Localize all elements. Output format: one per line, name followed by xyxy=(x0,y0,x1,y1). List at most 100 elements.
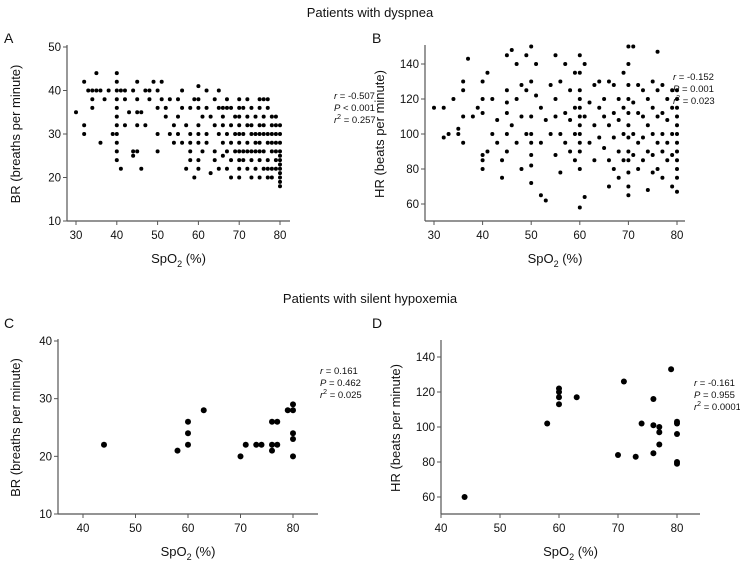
data-point xyxy=(245,149,250,154)
y-tick-label: 30 xyxy=(39,394,52,406)
data-point xyxy=(500,158,505,163)
data-point xyxy=(94,71,99,76)
data-point xyxy=(616,97,621,101)
stat-line: P < 0.001 xyxy=(334,103,375,114)
data-point xyxy=(90,97,95,102)
data-point xyxy=(660,132,665,136)
data-point xyxy=(278,158,282,163)
data-point xyxy=(573,394,580,401)
data-point xyxy=(556,394,562,401)
data-point xyxy=(265,158,270,163)
stat-value: -0.152 xyxy=(687,72,714,83)
data-point xyxy=(631,153,636,157)
data-point xyxy=(188,105,193,110)
data-point xyxy=(237,132,242,136)
data-point xyxy=(568,88,573,93)
x-axis-label-subscript: 2 xyxy=(569,552,574,562)
stat-symbol: r xyxy=(334,91,338,102)
data-point xyxy=(519,83,524,87)
data-point xyxy=(597,135,602,140)
y-tick-label: 80 xyxy=(406,164,419,176)
data-point xyxy=(670,184,675,189)
data-point xyxy=(185,441,191,448)
y-axis-label: BR (breaths per minute) xyxy=(8,65,23,204)
data-point xyxy=(577,132,582,136)
data-point xyxy=(615,452,621,458)
data-point xyxy=(216,105,221,110)
data-point xyxy=(253,166,258,171)
x-axis-label-unit: (%) xyxy=(192,544,216,559)
data-point xyxy=(640,158,645,163)
data-point xyxy=(278,140,282,145)
data-point xyxy=(278,171,282,176)
data-point xyxy=(220,105,225,110)
data-point xyxy=(611,83,616,87)
x-axis-label-main: SpO xyxy=(161,544,187,559)
x-axis-label: SpO2 (%) xyxy=(151,251,206,269)
y-axis-label: BR (breaths per minute) xyxy=(8,358,23,497)
data-point xyxy=(631,132,636,136)
data-point xyxy=(269,166,274,171)
x-tick-label: 50 xyxy=(129,523,142,535)
data-point xyxy=(504,132,509,136)
data-point xyxy=(626,62,631,66)
data-point xyxy=(224,149,229,154)
panel-label: D xyxy=(372,315,382,331)
data-point xyxy=(269,441,275,448)
data-point xyxy=(611,135,616,140)
data-point xyxy=(237,97,242,102)
data-point xyxy=(529,79,534,84)
stat-line: r2 = 0.257 xyxy=(334,114,376,126)
data-point xyxy=(118,166,123,171)
y-tick-label: 140 xyxy=(400,59,419,71)
data-point xyxy=(155,132,160,136)
data-point xyxy=(237,105,242,110)
data-point xyxy=(626,149,631,154)
data-point xyxy=(106,88,111,93)
data-point xyxy=(582,62,587,66)
data-point xyxy=(265,105,270,110)
data-point xyxy=(196,166,201,171)
data-point xyxy=(135,79,140,84)
data-point xyxy=(480,158,485,163)
data-point xyxy=(524,88,529,93)
x-tick-label: 70 xyxy=(233,230,246,242)
data-point xyxy=(110,132,115,136)
data-point xyxy=(675,132,679,136)
data-point xyxy=(485,149,490,154)
data-point xyxy=(621,132,626,136)
data-point xyxy=(220,123,225,128)
data-point xyxy=(626,135,631,140)
data-point xyxy=(151,79,156,84)
data-point xyxy=(558,170,563,175)
data-point xyxy=(200,114,205,119)
stat-operator: = xyxy=(680,96,691,107)
data-point xyxy=(572,105,577,110)
data-point xyxy=(665,140,670,145)
stat-superscript: 2 xyxy=(337,114,341,121)
data-point xyxy=(274,441,281,448)
stat-value: 0.257 xyxy=(352,115,376,126)
data-point xyxy=(122,97,127,102)
x-tick-label: 30 xyxy=(70,230,83,242)
data-point xyxy=(602,97,607,101)
data-point xyxy=(670,105,675,110)
data-point xyxy=(675,149,679,154)
y-tick-label: 80 xyxy=(422,457,435,469)
data-point xyxy=(577,114,582,119)
stat-value: -0.161 xyxy=(708,378,735,389)
data-point xyxy=(114,123,119,128)
data-point xyxy=(660,111,665,115)
data-point xyxy=(114,79,119,84)
data-point xyxy=(135,110,140,115)
x-tick-label: 60 xyxy=(192,230,205,242)
data-point xyxy=(514,140,519,145)
x-tick-label: 40 xyxy=(476,230,489,242)
data-point xyxy=(269,123,274,128)
data-point xyxy=(245,97,250,102)
data-point xyxy=(621,158,626,163)
data-point xyxy=(631,44,636,49)
data-point xyxy=(237,166,242,171)
data-point xyxy=(529,132,534,136)
